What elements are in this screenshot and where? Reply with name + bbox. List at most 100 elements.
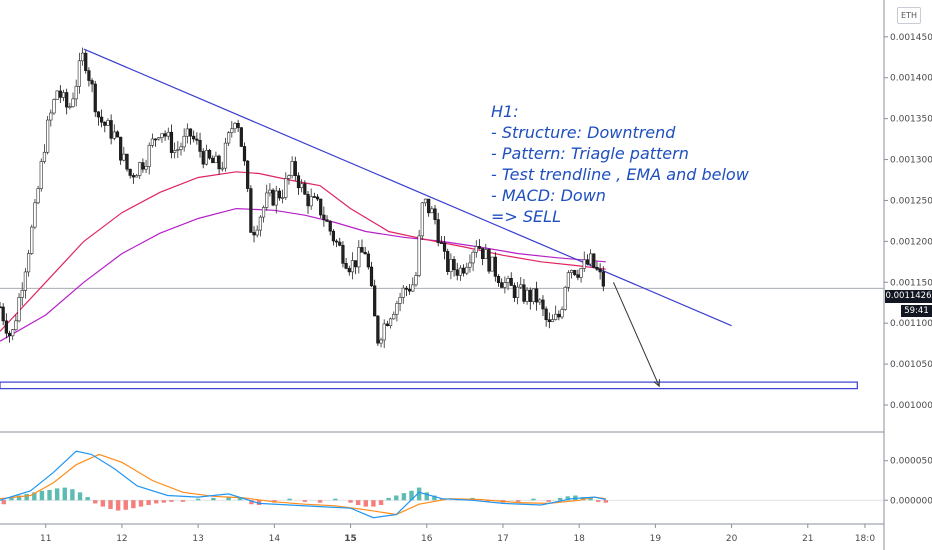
macd-histogram-bar	[9, 497, 14, 501]
macd-histogram-bar	[138, 500, 144, 507]
candle-body	[261, 207, 266, 218]
macd-histogram-bar	[249, 500, 254, 505]
candle-body	[293, 161, 297, 176]
candle-body	[544, 308, 548, 321]
candle-body	[119, 136, 123, 161]
candle-body	[223, 142, 228, 169]
candle-body	[538, 299, 542, 303]
candle-body	[255, 229, 259, 236]
candle-body	[249, 188, 253, 233]
macd-pane[interactable]	[0, 450, 884, 519]
macd-histogram-bar	[378, 500, 384, 506]
candle-body	[411, 284, 415, 292]
candle-body	[509, 278, 513, 286]
candle-body	[141, 162, 145, 170]
annotation-text: H1: - Structure: Downtrend - Pattern: Tr…	[491, 102, 750, 226]
candle-body	[319, 198, 323, 216]
candle-body	[503, 282, 507, 288]
annotation-line: H1:	[491, 102, 519, 121]
macd-histogram-bar	[16, 495, 22, 501]
descending-trendline[interactable]	[83, 48, 732, 327]
macd-histogram-bar	[1, 500, 7, 505]
candle-body	[519, 284, 523, 288]
candle-body	[344, 263, 348, 269]
candle-body	[430, 208, 434, 214]
candle-body	[87, 70, 91, 81]
candle-body	[592, 253, 596, 268]
candle-body	[201, 151, 205, 165]
macd-histogram-bar	[180, 500, 186, 502]
candle-body	[115, 131, 120, 138]
candle-body	[303, 183, 307, 195]
macd-histogram-bar	[348, 500, 353, 503]
candle-body	[61, 92, 66, 98]
macd-histogram-bar	[394, 495, 399, 501]
candle-body	[563, 286, 567, 310]
macd-histogram-bar	[531, 498, 536, 501]
price-pane[interactable]	[0, 0, 885, 550]
candle-body	[373, 285, 377, 317]
candle-body	[173, 150, 177, 153]
x-tick-label: 12	[116, 534, 127, 544]
x-tick-label: 19	[650, 534, 662, 544]
candle-body	[360, 247, 364, 253]
candle-body	[465, 266, 469, 274]
candle-body	[576, 274, 580, 278]
candle-body	[239, 127, 243, 147]
candle-body	[547, 319, 551, 323]
candle-body	[1, 306, 5, 322]
candle-body	[14, 320, 18, 330]
x-tick-label: 16	[421, 534, 433, 544]
x-tick-label: 17	[497, 534, 508, 544]
macd-histogram-bar	[108, 500, 113, 509]
candle-body	[341, 245, 345, 264]
candle-body	[287, 175, 291, 179]
candle-body	[163, 133, 167, 137]
macd-histogram-bar	[100, 500, 106, 507]
candle-body	[395, 303, 399, 315]
candle-body	[153, 138, 158, 141]
projection-arrow-head	[653, 379, 660, 388]
candle-body	[84, 52, 88, 71]
candle-body	[39, 161, 43, 189]
target-support-zone[interactable]	[0, 381, 858, 390]
macd-histogram-bar	[355, 500, 361, 506]
candle-body	[166, 131, 170, 137]
macd-histogram-bar	[409, 490, 414, 501]
candle-body	[522, 284, 526, 302]
candle-body	[468, 262, 472, 268]
annotation-line: - Pattern: Triagle pattern	[491, 144, 689, 163]
macd-histogram-bar	[62, 487, 67, 501]
x-tick-label: 18:0	[855, 534, 875, 544]
candle-body	[211, 157, 215, 164]
candle-body	[442, 242, 447, 252]
macd-histogram-bar	[565, 496, 570, 501]
candle-body	[188, 128, 193, 137]
candle-body	[325, 219, 329, 222]
candle-body	[354, 260, 358, 268]
candle-body	[433, 208, 437, 220]
candle-body	[601, 271, 605, 287]
candle-body	[11, 329, 15, 337]
candles	[0, 47, 605, 349]
macd-histogram-bar	[70, 489, 75, 501]
macd-histogram-bar	[146, 500, 151, 506]
macd-histogram-bar	[386, 497, 391, 501]
symbol-badge[interactable]: ETH	[897, 7, 921, 24]
candle-body	[112, 131, 116, 139]
candle-body	[589, 253, 593, 265]
candle-body	[169, 131, 174, 153]
candle-body	[217, 155, 221, 170]
candle-body	[439, 242, 443, 244]
candle-body	[271, 189, 275, 206]
projection-arrow-line[interactable]	[613, 282, 660, 387]
candle-body	[195, 138, 199, 141]
candle-body	[306, 193, 310, 207]
candle-body	[417, 235, 421, 276]
candle-body	[58, 90, 62, 98]
